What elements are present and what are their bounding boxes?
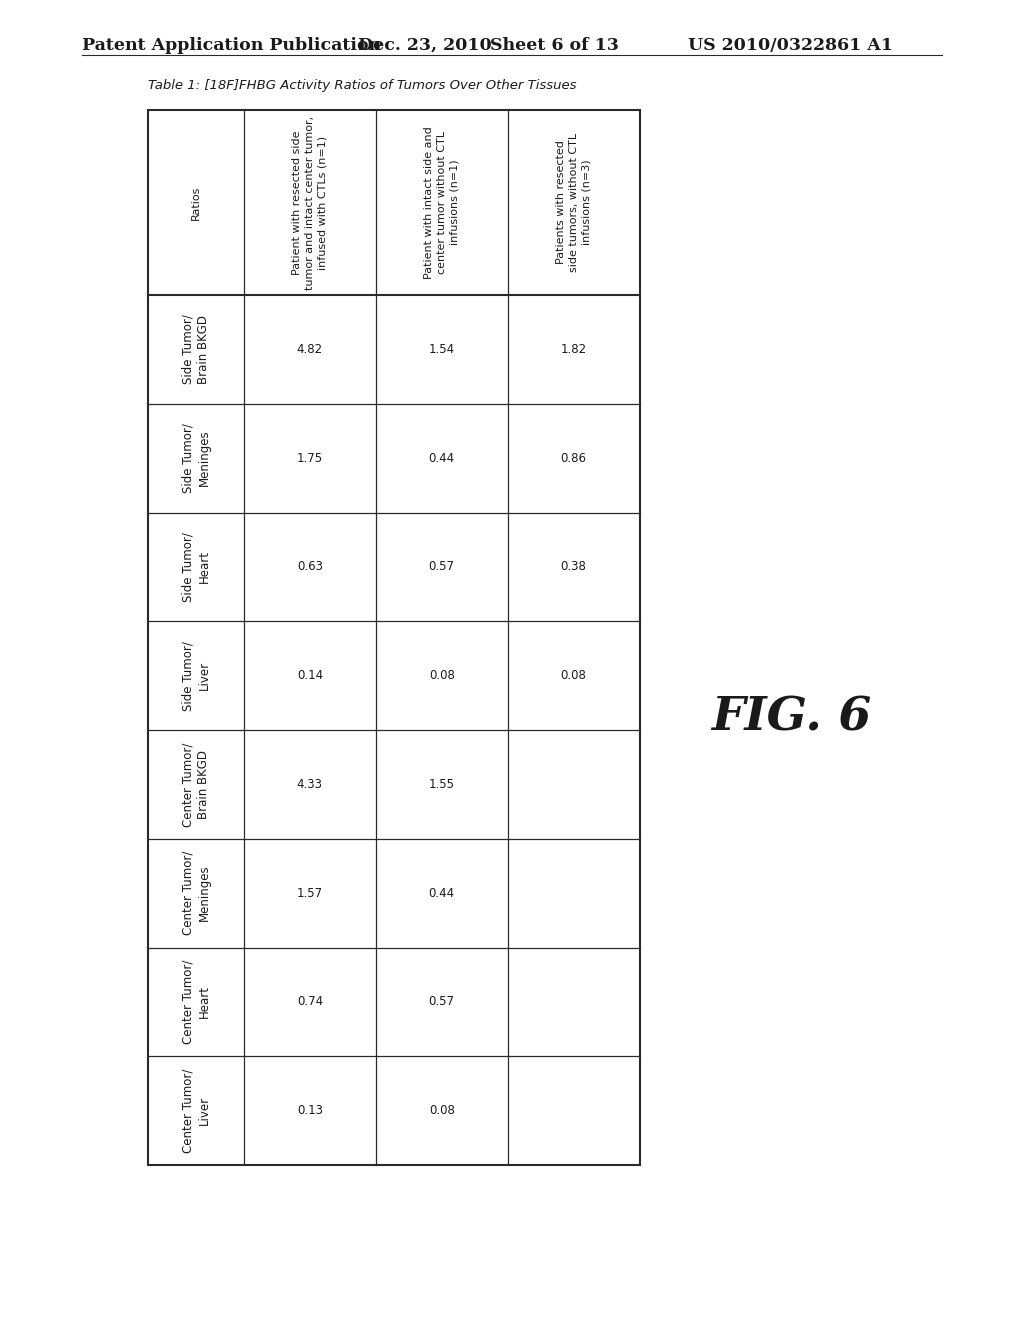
Text: 0.57: 0.57	[429, 995, 455, 1008]
Text: Patent Application Publication: Patent Application Publication	[82, 37, 381, 54]
Text: 0.13: 0.13	[297, 1104, 323, 1117]
Text: Side Tumor/
Brain BKGD: Side Tumor/ Brain BKGD	[181, 314, 211, 384]
Bar	[148, 110, 640, 1166]
Text: 1.82: 1.82	[560, 343, 587, 356]
Text: 0.57: 0.57	[429, 561, 455, 573]
Text: Patients with resected
side tumors, without CTL
infusions (n=3): Patients with resected side tumors, with…	[556, 133, 592, 272]
Text: 0.63: 0.63	[297, 561, 323, 573]
Text: Center Tumor/
Heart: Center Tumor/ Heart	[181, 960, 211, 1044]
Text: Patient with resected side
tumor and intact center tumor,
infused with CTLs (n=1: Patient with resected side tumor and int…	[292, 115, 328, 289]
Text: 0.44: 0.44	[429, 451, 455, 465]
Text: Sheet 6 of 13: Sheet 6 of 13	[490, 37, 618, 54]
Text: Center Tumor/
Liver: Center Tumor/ Liver	[181, 1068, 211, 1152]
Text: 0.86: 0.86	[560, 451, 587, 465]
Text: Side Tumor/
Meninges: Side Tumor/ Meninges	[181, 424, 211, 494]
Text: Center Tumor/
Brain BKGD: Center Tumor/ Brain BKGD	[181, 742, 211, 826]
Text: Ratios: Ratios	[190, 185, 201, 219]
Text: 0.08: 0.08	[561, 669, 587, 682]
Text: Patient with intact side and
center tumor without CTL
infusions (n=1): Patient with intact side and center tumo…	[424, 127, 460, 279]
Text: US 2010/0322861 A1: US 2010/0322861 A1	[688, 37, 893, 54]
Text: 1.54: 1.54	[429, 343, 455, 356]
Text: 4.33: 4.33	[297, 777, 323, 791]
Text: 0.08: 0.08	[429, 669, 455, 682]
Text: FIG. 6: FIG. 6	[711, 694, 871, 741]
Text: Dec. 23, 2010: Dec. 23, 2010	[358, 37, 492, 54]
Text: 0.74: 0.74	[297, 995, 323, 1008]
Text: 0.38: 0.38	[561, 561, 587, 573]
Text: Table 1: [18F]FHBG Activity Ratios of Tumors Over Other Tissues: Table 1: [18F]FHBG Activity Ratios of Tu…	[148, 79, 577, 92]
Text: 1.75: 1.75	[297, 451, 323, 465]
Text: 0.44: 0.44	[429, 887, 455, 900]
Text: 0.08: 0.08	[429, 1104, 455, 1117]
Text: Side Tumor/
Heart: Side Tumor/ Heart	[181, 532, 211, 602]
Text: 4.82: 4.82	[297, 343, 323, 356]
Text: Side Tumor/
Liver: Side Tumor/ Liver	[181, 640, 211, 710]
Text: 1.57: 1.57	[297, 887, 323, 900]
Text: 0.14: 0.14	[297, 669, 323, 682]
Text: 1.55: 1.55	[429, 777, 455, 791]
Text: Center Tumor/
Meninges: Center Tumor/ Meninges	[181, 851, 211, 936]
